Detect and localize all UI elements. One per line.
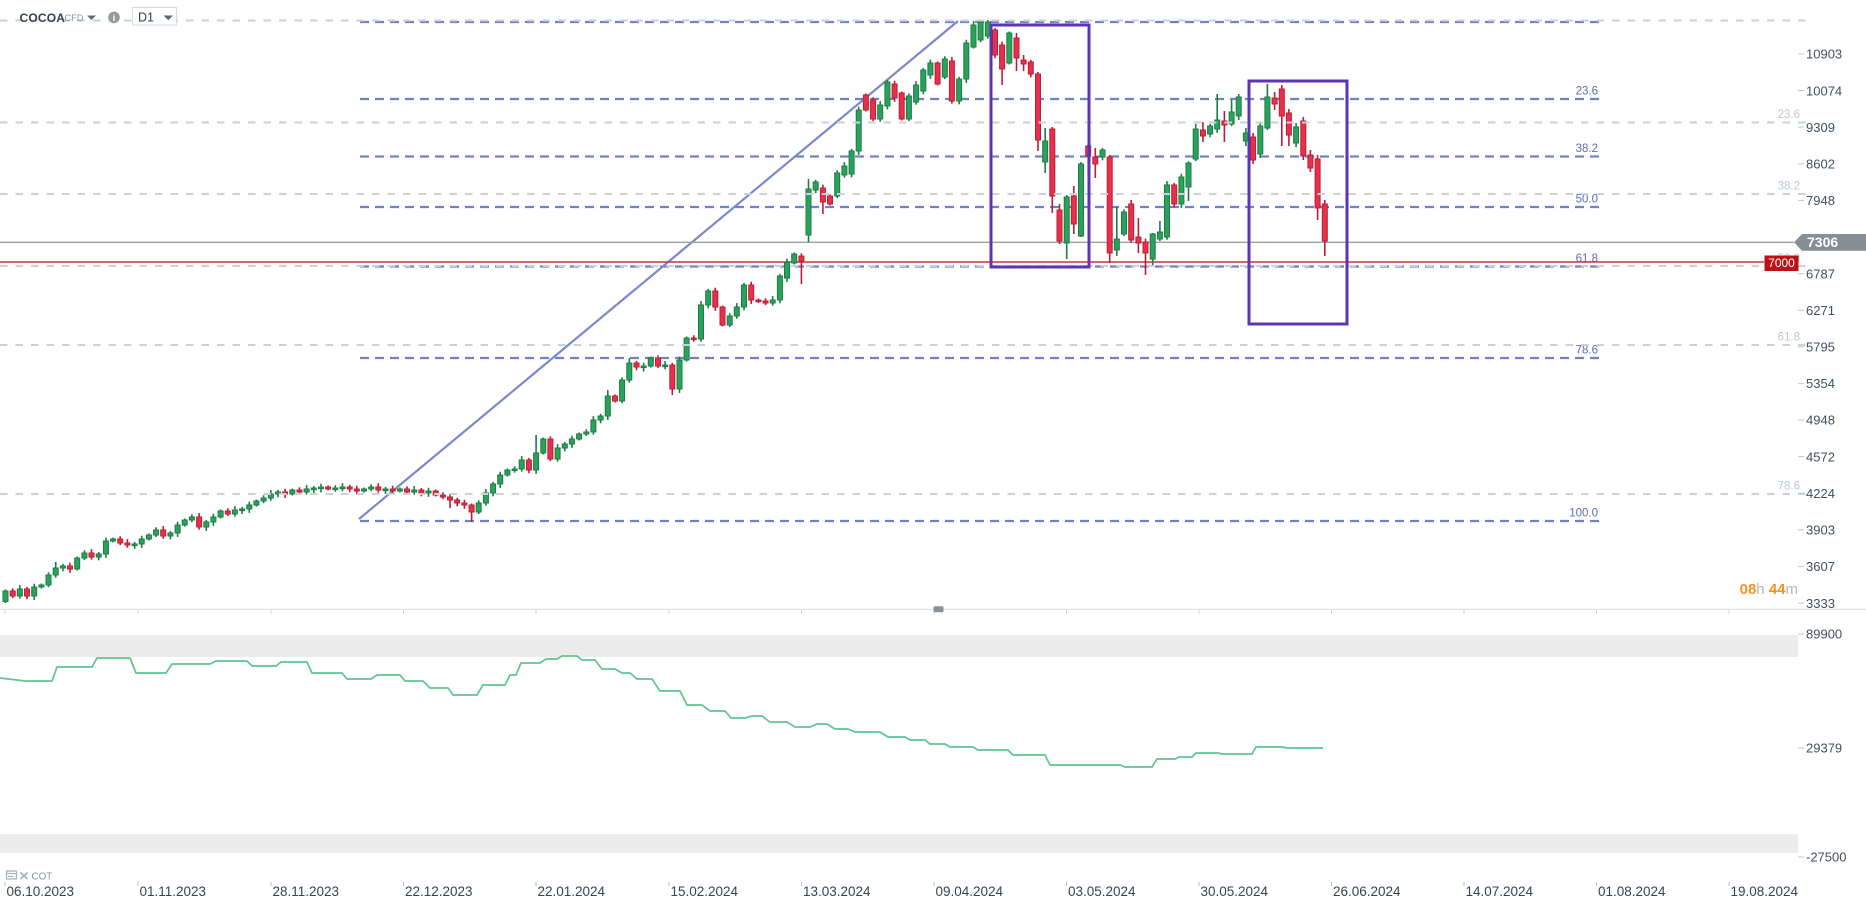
svg-text:61.8: 61.8: [1778, 332, 1800, 344]
svg-text:10903: 10903: [1806, 47, 1842, 62]
svg-text:100.0: 100.0: [1569, 508, 1598, 520]
svg-text:19.08.2024: 19.08.2024: [1731, 884, 1799, 899]
svg-text:23.6: 23.6: [1576, 86, 1598, 98]
svg-text:38.2: 38.2: [1778, 181, 1800, 193]
svg-text:01.08.2024: 01.08.2024: [1598, 884, 1666, 899]
svg-text:89900: 89900: [1806, 627, 1842, 642]
svg-text:5354: 5354: [1806, 376, 1835, 391]
svg-text:COT: COT: [32, 872, 53, 883]
svg-text:78.6: 78.6: [1576, 345, 1598, 357]
svg-text:i: i: [113, 13, 116, 23]
svg-text:7948: 7948: [1806, 193, 1835, 208]
svg-text:10074: 10074: [1806, 83, 1842, 98]
svg-text:COCOA: COCOA: [20, 11, 66, 25]
svg-text:7306: 7306: [1807, 234, 1838, 250]
svg-text:4572: 4572: [1806, 449, 1835, 464]
svg-text:22.01.2024: 22.01.2024: [538, 884, 606, 899]
svg-text:4948: 4948: [1806, 413, 1835, 428]
svg-text:3903: 3903: [1806, 523, 1835, 538]
svg-text:6787: 6787: [1806, 266, 1835, 281]
svg-text:5795: 5795: [1806, 340, 1835, 355]
svg-text:78.6: 78.6: [1778, 481, 1800, 493]
svg-text:03.05.2024: 03.05.2024: [1068, 884, 1136, 899]
svg-text:28.11.2023: 28.11.2023: [273, 884, 340, 899]
svg-text:6271: 6271: [1806, 303, 1835, 318]
svg-text:3333: 3333: [1806, 596, 1835, 611]
svg-text:14.07.2024: 14.07.2024: [1466, 884, 1534, 899]
svg-text:22.12.2023: 22.12.2023: [405, 884, 473, 899]
svg-text:30.05.2024: 30.05.2024: [1201, 884, 1269, 899]
svg-text:9309: 9309: [1806, 120, 1835, 135]
svg-text:08h 44m: 08h 44m: [1740, 581, 1798, 598]
svg-text:CFD: CFD: [65, 13, 84, 23]
svg-text:8602: 8602: [1806, 157, 1835, 172]
svg-text:13.03.2024: 13.03.2024: [803, 884, 871, 899]
svg-text:29379: 29379: [1806, 741, 1842, 756]
svg-text:4224: 4224: [1806, 486, 1835, 501]
svg-text:D1: D1: [138, 11, 154, 25]
svg-text:26.06.2024: 26.06.2024: [1333, 884, 1401, 899]
svg-text:61.8: 61.8: [1576, 253, 1598, 265]
svg-text:06.10.2023: 06.10.2023: [7, 884, 75, 899]
svg-text:09.04.2024: 09.04.2024: [936, 884, 1004, 899]
svg-text:7000: 7000: [1768, 256, 1795, 270]
svg-text:-27500: -27500: [1806, 850, 1846, 865]
svg-text:23.6: 23.6: [1778, 109, 1800, 121]
svg-text:38.2: 38.2: [1576, 143, 1598, 155]
svg-text:15.02.2024: 15.02.2024: [671, 884, 739, 899]
svg-text:3607: 3607: [1806, 559, 1835, 574]
svg-text:01.11.2023: 01.11.2023: [140, 884, 207, 899]
svg-text:50.0: 50.0: [1576, 194, 1598, 206]
